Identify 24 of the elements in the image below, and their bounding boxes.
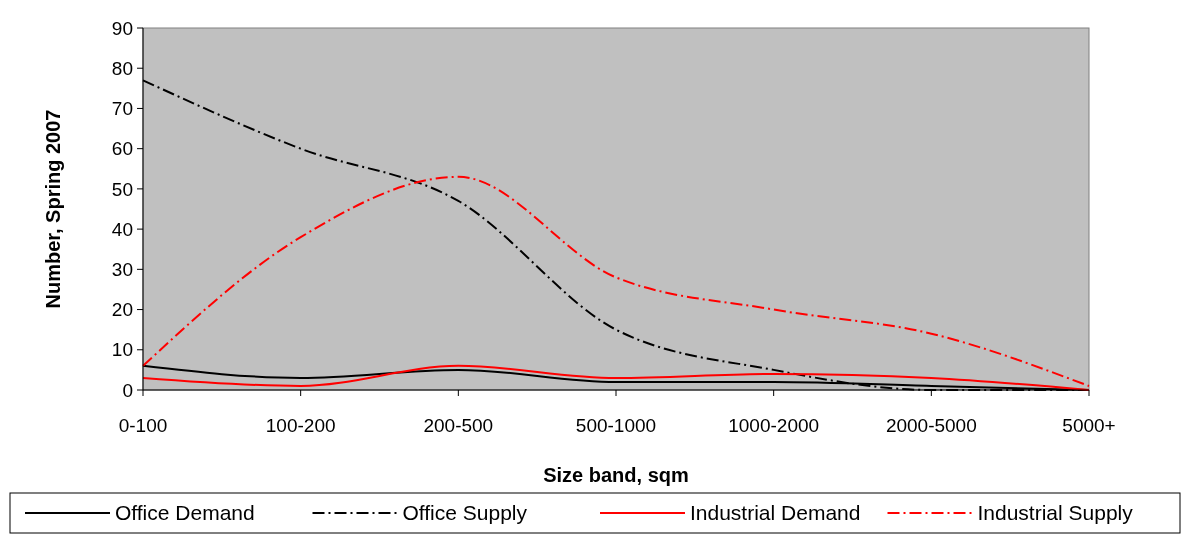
- y-tick-label: 40: [111, 218, 133, 240]
- y-tick-label: 80: [111, 57, 133, 79]
- y-tick-label: 90: [111, 17, 133, 39]
- x-tick-label: 0-100: [118, 415, 168, 436]
- y-tick-label: 50: [111, 178, 133, 200]
- y-tick-label: 60: [111, 138, 133, 160]
- legend-label: Industrial Demand: [690, 501, 861, 525]
- y-tick-label: 20: [111, 299, 133, 321]
- x-tick-label: 2000-5000: [885, 415, 977, 436]
- legend-label: Industrial Supply: [977, 501, 1134, 525]
- x-tick-label: 1000-2000: [728, 415, 820, 436]
- y-tick-label: 70: [111, 98, 133, 120]
- y-tick-label: 0: [122, 379, 133, 401]
- y-tick-label: 30: [111, 258, 133, 280]
- y-tick-label: 10: [111, 339, 133, 361]
- x-axis-title: Size band, sqm: [543, 464, 689, 486]
- y-axis-title: Number, Spring 2007: [42, 109, 64, 309]
- legend-label: Office Demand: [115, 501, 255, 525]
- line-series: [142, 175, 1090, 387]
- legend-label: Office Supply: [402, 501, 528, 525]
- x-tick-label: 5000+: [1062, 415, 1116, 436]
- x-tick-label: 100-200: [265, 415, 336, 436]
- x-tick-label: 200-500: [423, 415, 494, 436]
- x-tick-label: 500-1000: [575, 415, 657, 436]
